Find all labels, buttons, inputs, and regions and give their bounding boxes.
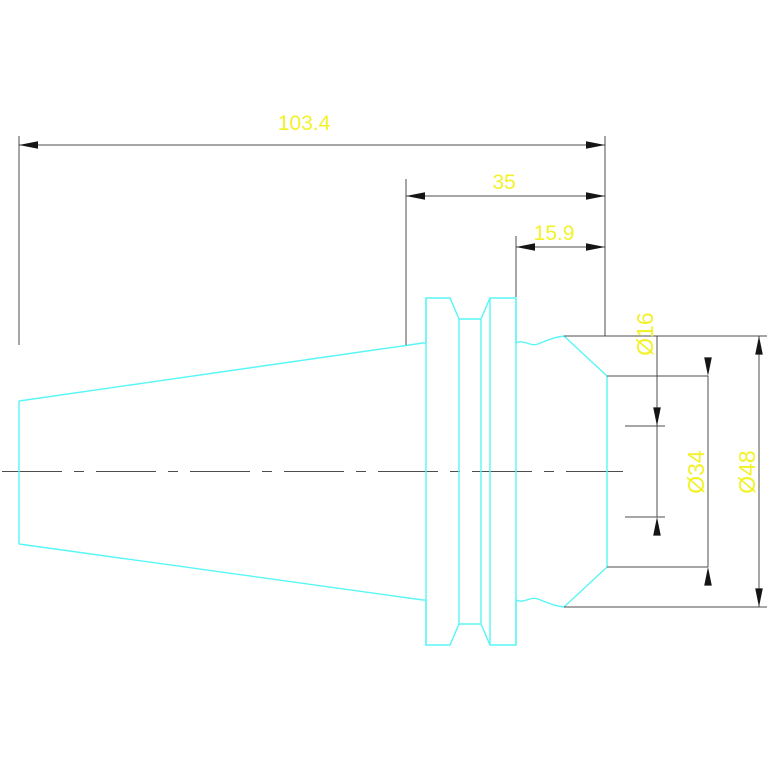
svg-text:Ø34: Ø34 <box>683 450 709 494</box>
svg-text:Ø16: Ø16 <box>632 312 658 355</box>
svg-text:35: 35 <box>492 171 515 194</box>
svg-text:103.4: 103.4 <box>278 112 331 135</box>
svg-text:15.9: 15.9 <box>534 222 575 245</box>
svg-text:Ø48: Ø48 <box>734 450 760 493</box>
